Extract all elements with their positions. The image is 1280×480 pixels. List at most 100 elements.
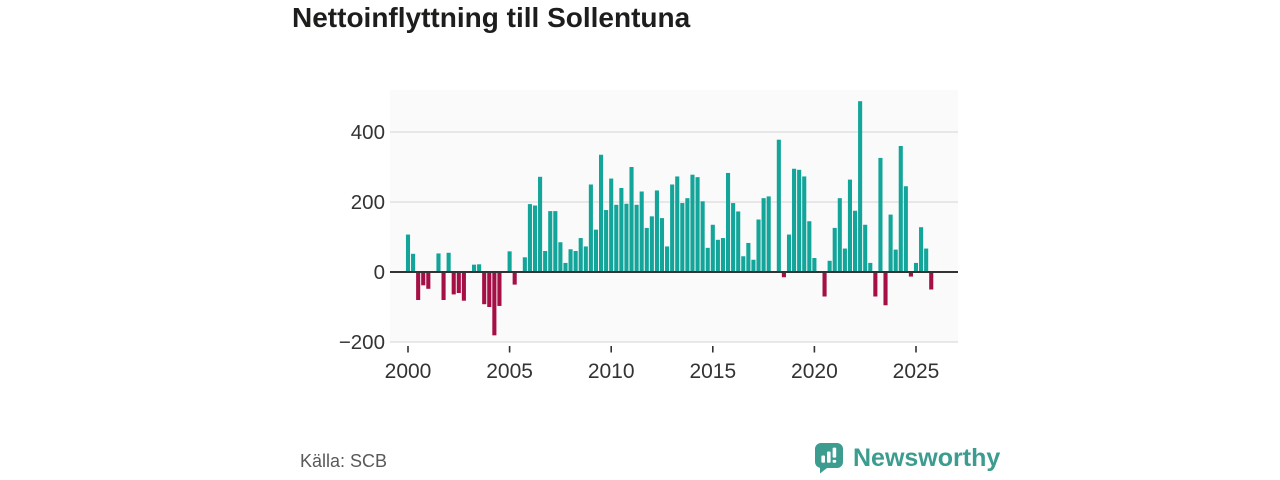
bar-q33 xyxy=(573,251,578,272)
bar-q35 xyxy=(583,246,588,272)
bar-q0 xyxy=(405,234,411,272)
bar-q49 xyxy=(654,190,659,272)
bar-q93 xyxy=(878,157,883,272)
bar-q29 xyxy=(553,211,558,272)
bar-q83 xyxy=(827,260,832,272)
bar-q76 xyxy=(792,168,797,272)
bar-q27 xyxy=(543,251,548,272)
bar-q42 xyxy=(619,188,624,272)
bar-q98 xyxy=(903,186,908,272)
bar-q64 xyxy=(731,203,736,272)
bar-q25 xyxy=(532,205,538,272)
bar-q36 xyxy=(588,184,593,272)
bar-q47 xyxy=(644,227,649,272)
bar-q3 xyxy=(421,272,426,286)
bar-q75 xyxy=(786,234,792,272)
bar-q28 xyxy=(548,211,553,272)
bar-q15 xyxy=(482,272,487,305)
x-axis-label-2000: 2000 xyxy=(385,360,432,383)
bar-q71 xyxy=(766,196,771,272)
bar-q54 xyxy=(680,203,685,272)
bar-q58 xyxy=(700,201,705,272)
logo-exclamation-bar xyxy=(832,447,837,458)
bar-q31 xyxy=(563,262,568,272)
bar-q38 xyxy=(598,154,604,272)
newsworthy-speech-bubble-icon xyxy=(815,443,843,474)
bar-q51 xyxy=(665,246,670,272)
bar-q68 xyxy=(751,259,756,272)
bar-q97 xyxy=(898,146,903,272)
bar-q55 xyxy=(685,198,690,272)
bar-q10 xyxy=(456,272,461,293)
bar-q100 xyxy=(913,262,919,272)
bar-q40 xyxy=(609,178,614,272)
bar-q60 xyxy=(710,224,715,272)
bar-q13 xyxy=(471,264,477,272)
bar-q79 xyxy=(807,221,812,272)
y-axis-label--200: −200 xyxy=(339,331,385,354)
bar-q67 xyxy=(746,242,751,272)
bar-q66 xyxy=(741,256,746,272)
bar-q99 xyxy=(908,272,913,277)
x-axis-label-2015: 2015 xyxy=(689,360,736,383)
x-axis-label-2025: 2025 xyxy=(893,360,940,383)
x-axis-label-2010: 2010 xyxy=(588,360,635,383)
bar-q78 xyxy=(802,176,807,272)
chart-canvas: −200 0 200 400 2000 2005 2010 2015 2020 2025 xyxy=(339,90,958,383)
bar-q9 xyxy=(451,272,456,295)
bar-q53 xyxy=(675,176,680,272)
page-title: Nettoinflyttning till Sollentuna xyxy=(292,2,691,33)
bar-q62 xyxy=(720,238,726,272)
bar-q48 xyxy=(649,216,654,272)
bar-q85 xyxy=(837,198,842,272)
y-axis-label-0: 0 xyxy=(374,261,385,284)
bar-q96 xyxy=(893,249,898,272)
bar-q59 xyxy=(705,247,710,272)
bar-q16 xyxy=(487,272,492,307)
bar-q87 xyxy=(847,179,853,272)
bar-q88 xyxy=(852,210,858,272)
bar-q57 xyxy=(695,177,700,272)
bar-q7 xyxy=(441,272,446,300)
bar-q37 xyxy=(593,229,599,272)
newsworthy-logo[interactable]: Newsworthy xyxy=(814,442,1000,474)
bar-q30 xyxy=(558,242,563,272)
bar-q63 xyxy=(725,172,731,272)
bar-q21 xyxy=(512,272,517,285)
bar-q23 xyxy=(522,257,527,272)
bar-q86 xyxy=(842,248,847,272)
y-axis-label-400: 400 xyxy=(351,121,385,144)
bar-q73 xyxy=(776,139,781,272)
bar-q6 xyxy=(436,253,441,272)
bar-q95 xyxy=(888,214,893,272)
bar-q17 xyxy=(492,272,497,336)
bar-q20 xyxy=(507,251,512,272)
bar-q80 xyxy=(812,258,817,272)
bar-q52 xyxy=(670,184,675,272)
bar-q34 xyxy=(578,238,583,272)
logo-bar-medium xyxy=(827,451,831,463)
bar-q61 xyxy=(715,239,720,272)
x-axis-label-2020: 2020 xyxy=(791,360,838,383)
newsworthy-logo-text: Newsworthy xyxy=(853,444,1001,472)
bar-q92 xyxy=(873,272,878,297)
bar-q4 xyxy=(426,272,431,289)
bar-q32 xyxy=(568,249,573,272)
net-migration-bar-chart: −200 0 200 400 2000 2005 2010 2015 2020 2025 xyxy=(330,85,990,395)
bar-q102 xyxy=(924,248,929,272)
bar-q50 xyxy=(659,218,665,272)
bar-q90 xyxy=(863,224,868,272)
bar-q45 xyxy=(634,204,639,272)
bar-q2 xyxy=(416,272,421,300)
bar-q74 xyxy=(781,272,786,278)
bar-q77 xyxy=(797,169,802,272)
bar-q101 xyxy=(919,227,924,272)
bar-q89 xyxy=(858,101,863,272)
bar-q14 xyxy=(477,264,482,272)
logo-bar-small xyxy=(821,455,825,463)
bar-q70 xyxy=(761,198,766,272)
bar-q8 xyxy=(446,252,451,272)
bar-q18 xyxy=(497,272,502,306)
bar-q69 xyxy=(756,219,761,272)
bar-q44 xyxy=(629,167,634,272)
